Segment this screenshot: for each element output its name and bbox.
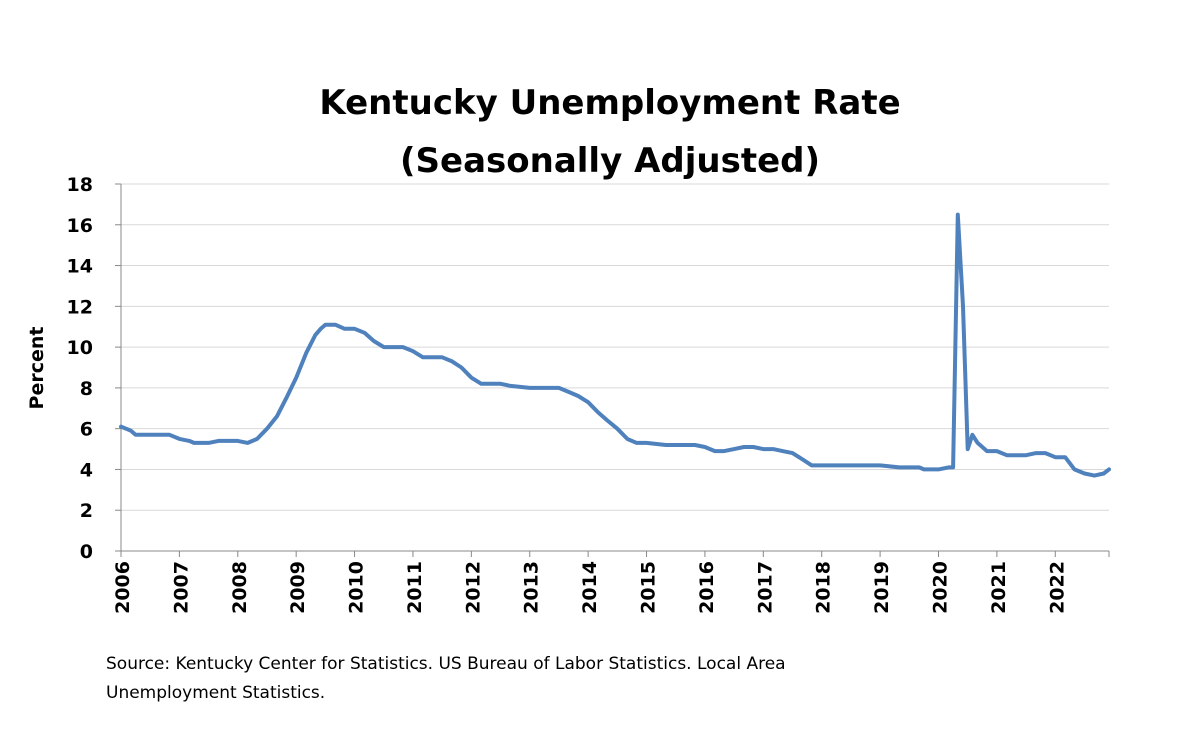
x-tick-label: 2014 xyxy=(579,561,601,614)
y-tick-label: 2 xyxy=(80,500,93,522)
x-axis-ticks: 2006 2007 2008 2009 2010 2011 2012 2013 2014 2015… xyxy=(112,551,1110,614)
x-tick-label: 2016 xyxy=(696,561,718,614)
x-tick-label: 2020 xyxy=(929,561,951,614)
y-tick-label: 12 xyxy=(67,296,93,318)
x-tick-label: 2017 xyxy=(754,561,776,614)
y-axis-ticks: 0 2 4 6 8 10 12 14 16 18 xyxy=(67,174,121,563)
y-tick-label: 8 xyxy=(80,378,93,400)
x-tick-label: 2008 xyxy=(229,561,251,614)
y-axis-label: Percent xyxy=(26,327,48,410)
source-note: Source: Kentucky Center for Statistics. … xyxy=(106,650,1106,708)
x-tick-label: 2018 xyxy=(813,561,835,614)
chart-title: Kentucky Unemployment Rate xyxy=(319,83,900,123)
y-tick-label: 4 xyxy=(80,459,93,481)
source-note-line-1: Source: Kentucky Center for Statistics. … xyxy=(106,654,786,674)
x-tick-label: 2022 xyxy=(1046,561,1068,614)
x-tick-label: 2012 xyxy=(462,561,484,614)
x-tick-label: 2006 xyxy=(112,561,134,614)
x-tick-label: 2013 xyxy=(521,561,543,614)
x-tick-label: 2015 xyxy=(638,561,660,614)
x-tick-label: 2007 xyxy=(170,561,192,614)
y-tick-label: 14 xyxy=(67,256,93,278)
x-tick-label: 2011 xyxy=(404,561,426,614)
x-tick-label: 2009 xyxy=(287,561,309,614)
y-tick-label: 18 xyxy=(67,174,93,196)
x-tick-label: 2021 xyxy=(988,561,1010,614)
x-tick-label: 2019 xyxy=(871,561,893,614)
y-tick-label: 16 xyxy=(67,215,93,237)
chart-subtitle: (Seasonally Adjusted) xyxy=(400,141,820,181)
gridlines xyxy=(121,183,1109,511)
y-tick-label: 10 xyxy=(67,337,93,359)
y-tick-label: 6 xyxy=(80,419,93,441)
y-tick-label: 0 xyxy=(80,541,93,563)
source-note-line-2: Unemployment Statistics. xyxy=(106,683,326,703)
x-tick-label: 2010 xyxy=(346,561,368,614)
series-line-unemployment-rate xyxy=(119,212,1111,478)
